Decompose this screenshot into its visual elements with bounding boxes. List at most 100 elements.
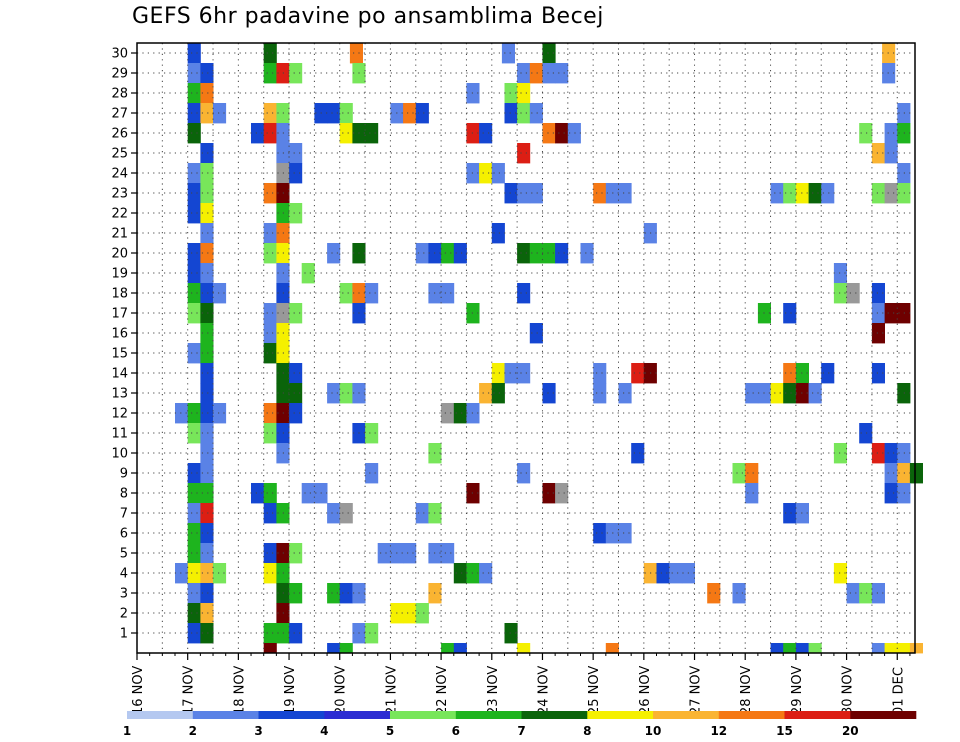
y-tick-label: 8 (120, 487, 128, 502)
precip-cell (289, 383, 303, 404)
precip-cell (504, 183, 518, 204)
legend-label: 10 (645, 724, 662, 738)
y-tick-label: 16 (111, 327, 128, 342)
precip-cell (187, 463, 201, 484)
precip-cell (327, 383, 341, 404)
legend-label: 12 (710, 724, 727, 738)
precip-cell (808, 383, 822, 404)
precip-cell (491, 383, 505, 404)
precip-cell (732, 583, 746, 604)
precip-cell (200, 203, 214, 224)
precip-cell (783, 363, 797, 384)
precip-cell (441, 643, 455, 654)
y-tick-label: 14 (111, 367, 128, 382)
precip-cell (656, 563, 670, 584)
legend-swatch (127, 711, 193, 719)
precip-cell (479, 383, 493, 404)
precip-cell (909, 643, 923, 654)
precip-cell (263, 103, 277, 124)
precip-cell (618, 523, 632, 544)
y-tick-label: 10 (111, 447, 128, 462)
precip-cell (187, 283, 201, 304)
precip-cell (504, 363, 518, 384)
legend-label: 3 (254, 724, 262, 738)
precip-cell (542, 123, 556, 144)
precip-cell (808, 183, 822, 204)
precip-cell (200, 263, 214, 284)
precip-cell (339, 283, 353, 304)
precip-cell (263, 483, 277, 504)
precip-cell (175, 403, 189, 424)
x-tick-label: 29 NOV (790, 666, 805, 715)
precip-cell (289, 543, 303, 564)
precip-cell (580, 243, 594, 264)
precip-cell (732, 463, 746, 484)
precip-cell (327, 503, 341, 524)
y-tick-label: 22 (111, 207, 128, 222)
precip-cell (200, 463, 214, 484)
precip-cell (200, 503, 214, 524)
cells-layer (175, 43, 923, 654)
precip-cell (187, 43, 201, 64)
precip-cell (707, 583, 721, 604)
precip-cell (200, 483, 214, 504)
precip-cell (529, 103, 543, 124)
x-axis: 16 NOV 17 NOV 18 NOV 19 NOV 20 NOV 21 NOV 22 N… (131, 653, 911, 715)
precip-cell (187, 303, 201, 324)
chart-title: GEFS 6hr padavine po ansamblima Becej (132, 4, 604, 29)
precip-cell (555, 243, 569, 264)
precip-cell (833, 283, 847, 304)
y-tick-label: 29 (111, 67, 128, 82)
x-tick-label: 28 NOV (739, 666, 754, 715)
precip-cell (365, 423, 379, 444)
precip-cell (187, 603, 201, 624)
x-tick-label: 22 NOV (435, 666, 450, 715)
x-tick-label: 20 NOV (334, 666, 349, 715)
precip-cell (517, 103, 531, 124)
precip-cell (517, 243, 531, 264)
x-tick-label: 23 NOV (486, 666, 501, 715)
legend-swatch (850, 711, 917, 719)
precip-cell (213, 103, 227, 124)
y-tick-label: 25 (111, 147, 128, 162)
y-tick-label: 27 (111, 107, 128, 122)
y-tick-label: 6 (120, 527, 128, 542)
legend-swatch (258, 711, 325, 719)
y-tick-label: 4 (120, 567, 128, 582)
legend-swatch (653, 711, 719, 719)
precip-cell (263, 243, 277, 264)
precip-cell (859, 583, 873, 604)
precip-cell (884, 303, 898, 324)
precip-cell (263, 303, 277, 324)
precip-cell (187, 163, 201, 184)
precip-cell (200, 583, 214, 604)
precip-cell (403, 543, 417, 564)
precip-cell (884, 483, 898, 504)
precip-cell (200, 603, 214, 624)
precip-cell (618, 183, 632, 204)
precip-cell (529, 183, 543, 204)
precip-cell (187, 403, 201, 424)
y-tick-label: 20 (111, 247, 128, 262)
precip-cell (529, 323, 543, 344)
precip-cell (783, 383, 797, 404)
precip-cell (593, 363, 607, 384)
precip-cell (301, 483, 315, 504)
precip-cell (517, 63, 531, 84)
legend-swatch (784, 711, 851, 719)
precip-cell (187, 243, 201, 264)
precip-cell (263, 643, 277, 654)
precip-cell (289, 403, 303, 424)
precip-cell (289, 303, 303, 324)
y-tick-label: 5 (120, 547, 128, 562)
precip-cell (213, 403, 227, 424)
precip-cell (859, 123, 873, 144)
precip-cell (770, 643, 784, 654)
precip-cell (187, 563, 201, 584)
precip-cell (175, 563, 189, 584)
precip-cell (263, 323, 277, 344)
precip-cell (187, 343, 201, 364)
precip-cell (871, 323, 885, 344)
precip-cell (187, 483, 201, 504)
precip-cell (555, 63, 569, 84)
